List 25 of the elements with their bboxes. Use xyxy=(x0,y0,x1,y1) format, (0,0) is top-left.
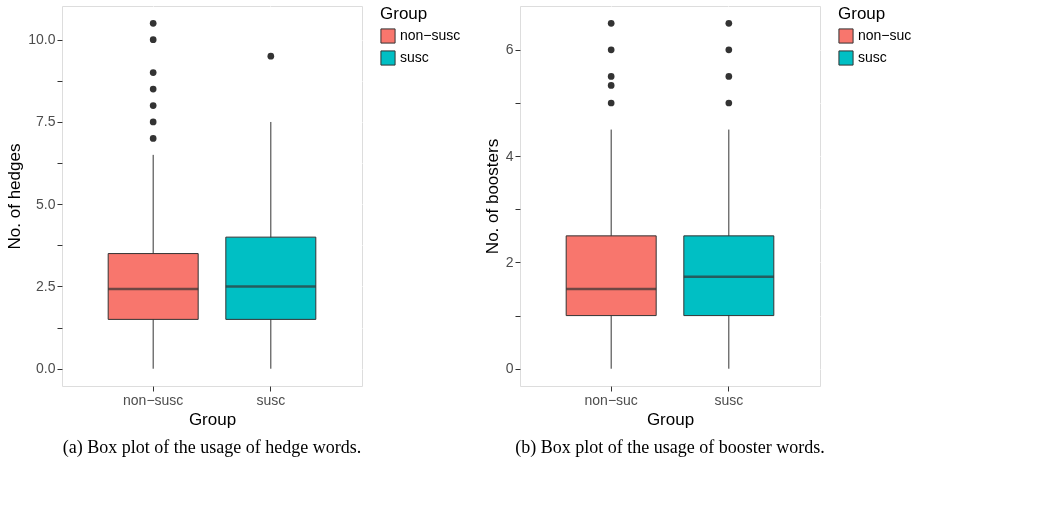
y-tick-label: 4 xyxy=(505,147,514,164)
y-axis-title: No. of hedges xyxy=(5,143,25,250)
legend-label: non−susc xyxy=(400,27,461,43)
x-tick-label: non−suc xyxy=(584,391,638,408)
legend-label: non−suc xyxy=(858,27,912,43)
legend-label: susc xyxy=(400,49,429,65)
y-tick-label: 0.0 xyxy=(36,360,56,377)
x-tick-label: susc xyxy=(256,391,286,408)
x-axis-title: Group xyxy=(188,409,237,429)
y-axis-title: No. of boosters xyxy=(482,138,502,255)
x-tick-label: susc xyxy=(714,391,744,408)
text: (b) Box plot of the usage of booster words. xyxy=(515,437,825,458)
y-tick-label: 10.0 xyxy=(28,31,56,48)
x-axis-title: Group xyxy=(646,409,695,429)
y-tick-label: 2 xyxy=(505,253,514,270)
x-tick-label: non−susc xyxy=(123,391,184,408)
legend-title: Group xyxy=(380,4,428,23)
y-tick-label: 6 xyxy=(505,41,514,58)
y-tick-label: 5.0 xyxy=(36,195,56,212)
text: (a) Box plot of the usage of hedge words. xyxy=(62,437,362,458)
y-tick-label: 2.5 xyxy=(36,277,56,294)
y-tick-label: 0 xyxy=(505,360,514,377)
y-tick-label: 7.5 xyxy=(36,113,56,130)
legend-title: Group xyxy=(838,4,886,23)
legend-label: susc xyxy=(858,49,887,65)
